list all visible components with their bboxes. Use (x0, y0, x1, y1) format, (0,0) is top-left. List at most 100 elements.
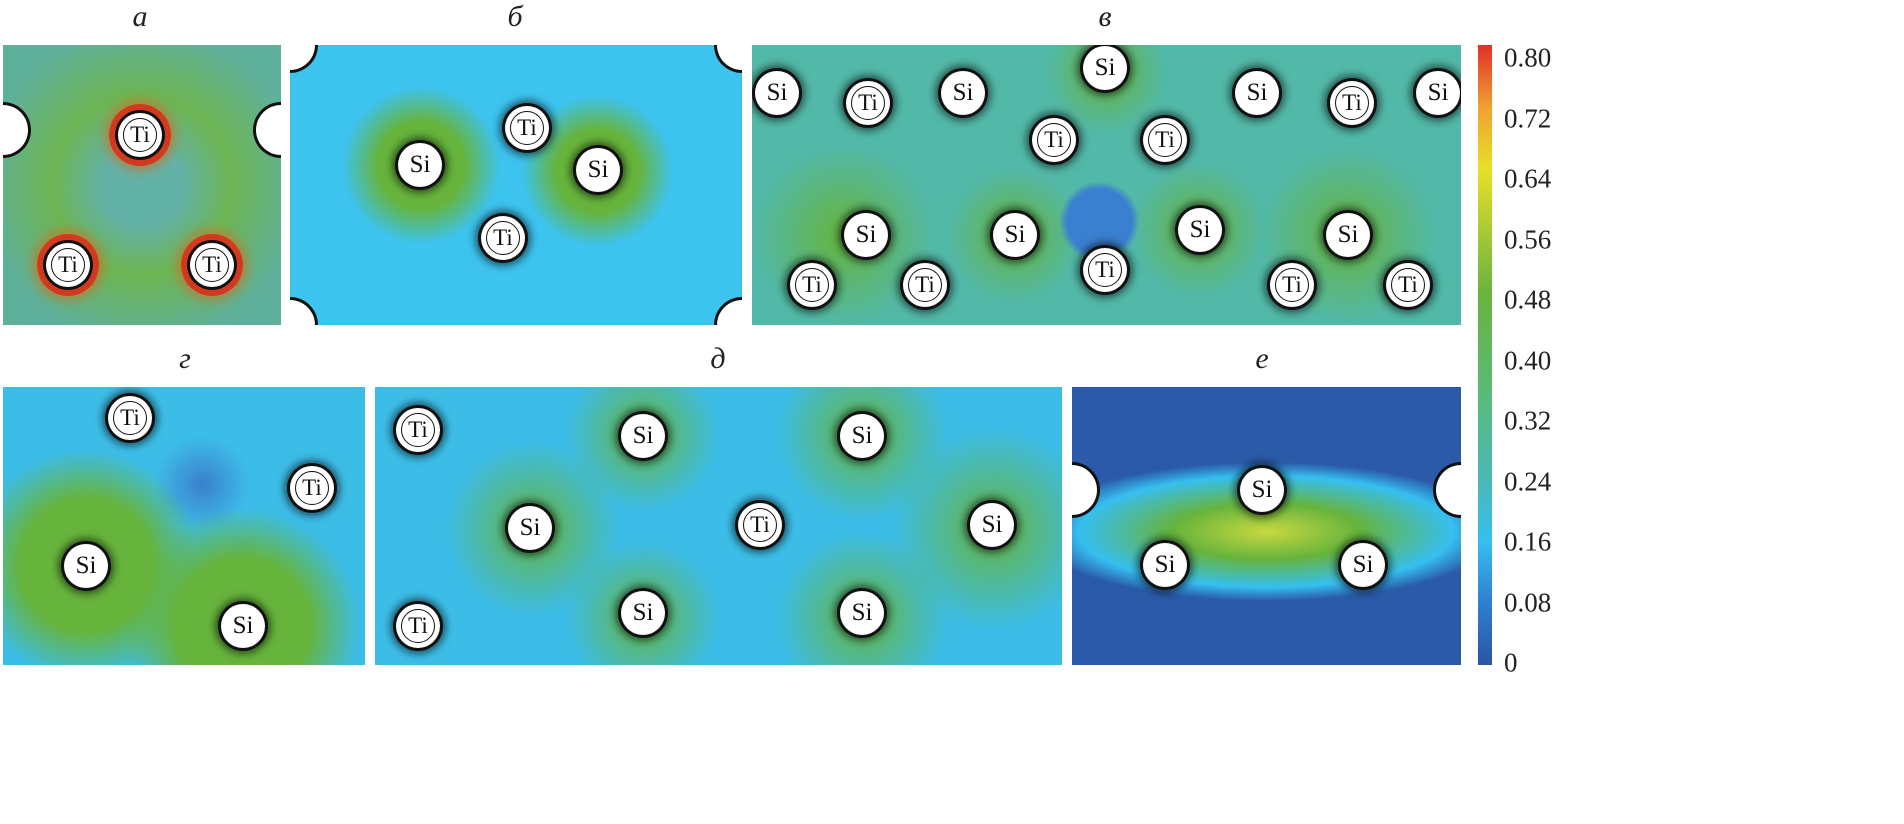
partial-atom (290, 45, 315, 70)
colorbar-tick-label: 0.48 (1504, 284, 1552, 315)
partial-atom (1436, 465, 1461, 515)
atom-ti: Ti (505, 106, 549, 150)
colorbar-tick-label: 0.80 (1504, 42, 1552, 73)
atom-si: Si (398, 143, 442, 187)
panel-label: д (710, 342, 726, 375)
atom-label: Ti (908, 268, 942, 302)
atom-si: Si (1178, 208, 1222, 252)
atom-label: Si (75, 552, 97, 579)
atom-ti: Ti (790, 263, 834, 307)
atom-si: Si (1240, 468, 1284, 512)
atom-label: Si (587, 156, 609, 183)
atom-label: Si (1352, 551, 1374, 578)
partial-atom (290, 300, 315, 325)
atom-label: Si (1337, 221, 1359, 248)
contour-map-panel: Ti Si Si Si Ti Si Ti Si Si (375, 387, 1062, 665)
atom-label: Ti (401, 609, 435, 643)
atom-label: Si (632, 599, 654, 626)
atom-ti: Ti (396, 408, 440, 452)
atom-label: Si (519, 514, 541, 541)
atom-label: Ti (795, 268, 829, 302)
atom-label: Si (1246, 79, 1268, 106)
colorbar-tick-label: 0.64 (1504, 163, 1552, 194)
atom-ti: Ti (846, 81, 890, 125)
atom-si: Si (970, 503, 1014, 547)
atom-si: Si (840, 414, 884, 458)
partial-atom (717, 45, 742, 70)
atom-label: Si (1189, 216, 1211, 243)
atom-ti: Ti (46, 243, 90, 287)
colorbar-tick-label: 0.56 (1504, 224, 1552, 254)
panel-label: е (1255, 342, 1269, 375)
atom-si: Si (576, 148, 620, 192)
atom-label: Si (855, 221, 877, 248)
atom-label: Ti (113, 401, 147, 435)
atom-label: Si (632, 422, 654, 449)
contour-map-panel: Ti Ti Ti (3, 45, 281, 325)
colorbar-tick-label: 0 (1504, 647, 1518, 678)
atom-ti: Ti (290, 466, 334, 510)
colorbar-tick-label: 0.24 (1504, 466, 1552, 496)
atom-label: Ti (1088, 253, 1122, 287)
atom-si: Si (621, 591, 665, 635)
atom-label: Ti (295, 471, 329, 505)
atom-label: Ti (1037, 123, 1071, 157)
partial-atom (1072, 465, 1097, 515)
atom-ti: Ti (1143, 118, 1187, 162)
atom-label: Ti (743, 508, 777, 542)
atom-si: Si (64, 544, 108, 588)
atom-si: Si (844, 213, 888, 257)
atom-label: Ti (851, 86, 885, 120)
atom-ti: Ti (1083, 248, 1127, 292)
panel-label: а (132, 0, 148, 33)
atom-label: Ti (123, 118, 157, 152)
atom-label: Ti (510, 111, 544, 145)
atom-label: Si (851, 599, 873, 626)
atom-si: Si (621, 414, 665, 458)
colorbar-tick-label: 0.72 (1504, 103, 1552, 133)
atom-ti: Ti (108, 396, 152, 440)
atom-label: Si (851, 422, 873, 449)
contour-map-panel: Ti Ti Si Si (3, 387, 365, 665)
panel-label: г (179, 342, 191, 375)
atom-ti: Ti (396, 604, 440, 648)
atom-si: Si (941, 71, 985, 115)
atom-label: Ti (401, 413, 435, 447)
atom-ti: Ti (1032, 118, 1076, 162)
atom-si: Si (221, 604, 265, 648)
atom-si: Si (1235, 71, 1279, 115)
atom-ti: Ti (1386, 263, 1430, 307)
colorbar-tick-label: 0.08 (1504, 587, 1552, 617)
atom-label: Si (1094, 54, 1116, 81)
atom-si: Si (1083, 46, 1127, 90)
atom-label: Ti (1148, 123, 1182, 157)
panel-label: в (1098, 0, 1112, 33)
contour-map-panel: Si Si Ti Si Si Ti Si Ti Ti Si Si Si Si Ti Ti Ti Ti Ti (752, 45, 1461, 325)
atom-ti: Ti (481, 216, 525, 260)
atom-label: Si (232, 612, 254, 639)
atom-label: Si (1427, 79, 1449, 106)
colorbar-tick-label: 0.16 (1504, 526, 1552, 557)
atom-label: Si (766, 79, 788, 106)
colorbar-tick-label: 0.32 (1504, 405, 1552, 436)
panel-label: б (507, 0, 523, 33)
atom-ti: Ti (1330, 81, 1374, 125)
colorbar (1478, 45, 1492, 665)
atom-label: Ti (1335, 86, 1369, 120)
atom-ti: Ti (1270, 263, 1314, 307)
atom-label: Ti (1391, 268, 1425, 302)
atom-label: Ti (51, 248, 85, 282)
atom-label: Ti (486, 221, 520, 255)
atom-si: Si (1416, 71, 1460, 115)
partial-atom (717, 300, 742, 325)
contour-map-panel: Ti Si Si Ti (290, 45, 742, 325)
partial-atom (3, 105, 28, 155)
atom-ti: Ti (903, 263, 947, 307)
colorbar-tick-label: 0.40 (1504, 345, 1552, 375)
atom-si: Si (993, 213, 1037, 257)
atom-si: Si (508, 506, 552, 550)
atom-ti: Ti (738, 503, 782, 547)
contour-map-panel: Si Si Si (1072, 387, 1461, 665)
atom-label: Si (1154, 551, 1176, 578)
atom-label: Ti (1275, 268, 1309, 302)
